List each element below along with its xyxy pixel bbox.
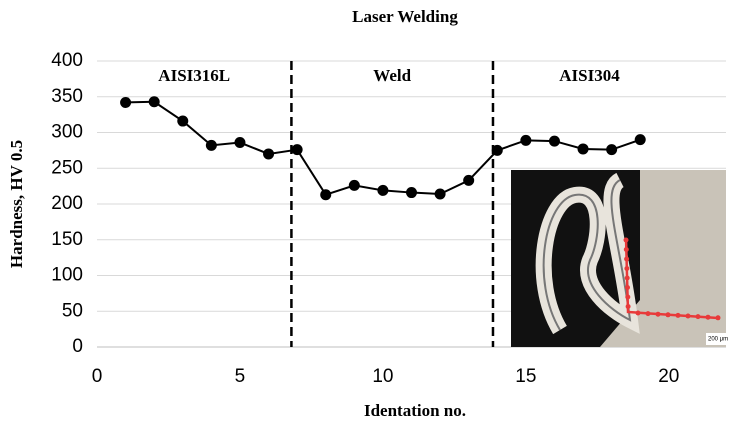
data-point <box>492 145 503 156</box>
y-tick-label: 300 <box>51 122 83 143</box>
data-point <box>149 96 160 107</box>
data-point <box>606 144 617 155</box>
chart-title: Laser Welding <box>352 7 458 26</box>
y-tick-label: 400 <box>51 50 83 71</box>
data-point <box>463 175 474 186</box>
data-point <box>520 135 531 146</box>
data-point <box>234 137 245 148</box>
y-tick-label: 150 <box>51 229 83 250</box>
inset-dot <box>676 313 681 318</box>
x-tick-label: 5 <box>235 366 246 387</box>
inset-dot <box>646 311 651 316</box>
inset-dot <box>716 315 721 320</box>
y-tick-label: 250 <box>51 157 83 178</box>
inset-dot <box>706 315 711 320</box>
inset-dot <box>624 257 629 262</box>
inset-dot <box>625 285 630 290</box>
inset-dot <box>696 314 701 319</box>
data-point <box>177 116 188 127</box>
data-point <box>435 188 446 199</box>
inset-scale-label: 200 μm <box>708 337 728 343</box>
data-point <box>292 144 303 155</box>
x-tick-label: 15 <box>515 366 536 387</box>
data-point <box>578 143 589 154</box>
data-point <box>263 148 274 159</box>
data-point <box>549 136 560 147</box>
inset-dot <box>624 266 629 271</box>
y-tick-label: 100 <box>51 265 83 286</box>
inset-dot <box>625 295 630 300</box>
region-label: AISI316L <box>158 66 230 85</box>
region-label: AISI304 <box>559 66 620 85</box>
y-tick-label: 200 <box>51 193 83 214</box>
inset-dot <box>686 314 691 319</box>
chart: Laser Welding Identation no. Hardness, H… <box>0 0 734 430</box>
y-tick-label: 350 <box>51 86 83 107</box>
y-axis-label: Hardness, HV 0.5 <box>7 140 26 268</box>
x-axis-label: Identation no. <box>364 401 466 420</box>
y-tick-label: 50 <box>62 300 83 321</box>
inset-dot <box>666 312 671 317</box>
inset-dot <box>624 238 629 243</box>
x-tick-label: 20 <box>658 366 679 387</box>
inset-dot <box>625 276 630 281</box>
inset-dot <box>656 312 661 317</box>
data-point <box>406 187 417 198</box>
inset-dot <box>624 247 629 252</box>
x-tick-label: 0 <box>92 366 103 387</box>
inset-dot <box>626 304 631 309</box>
inset-image: 200 μm <box>511 170 728 347</box>
region-label: Weld <box>373 66 411 85</box>
data-point <box>120 97 131 108</box>
data-point <box>635 134 646 145</box>
data-point <box>206 140 217 151</box>
data-point <box>320 189 331 200</box>
y-tick-label: 0 <box>72 336 83 357</box>
inset-dot <box>636 311 641 316</box>
x-tick-label: 10 <box>372 366 393 387</box>
data-point <box>377 185 388 196</box>
data-point <box>349 180 360 191</box>
